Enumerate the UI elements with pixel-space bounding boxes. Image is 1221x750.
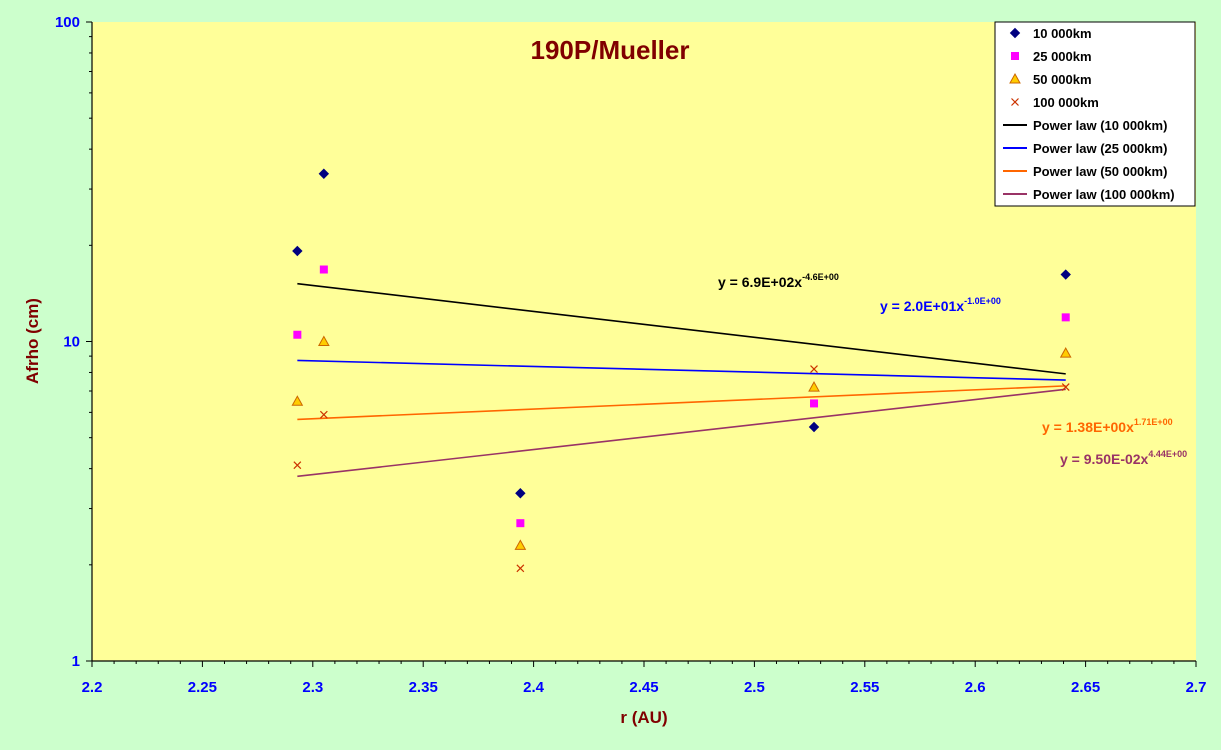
legend-label: 100 000km bbox=[1033, 95, 1099, 110]
equation-text: y = 1.38E+00x bbox=[1042, 419, 1134, 435]
data-point-triangle bbox=[808, 381, 820, 392]
power-law-lines bbox=[297, 282, 1066, 478]
power-law-line-2 bbox=[297, 359, 1066, 381]
equation-exponent: -1.0E+00 bbox=[964, 296, 1001, 306]
legend-label: Power law (50 000km) bbox=[1033, 164, 1167, 179]
x-tick-label: 2.65 bbox=[1071, 679, 1100, 696]
x-tick-label: 2.2 bbox=[82, 679, 103, 696]
data-point-triangle bbox=[317, 335, 330, 346]
data-point-x bbox=[810, 365, 818, 373]
equation-text: y = 9.50E-02x bbox=[1060, 451, 1149, 467]
data-point-diamond bbox=[292, 245, 303, 257]
data-point-triangle bbox=[1059, 347, 1072, 358]
x-tick-label: 2.25 bbox=[188, 679, 217, 696]
data-point-square bbox=[516, 519, 525, 528]
data-points bbox=[291, 168, 1072, 573]
data-point-square bbox=[1061, 313, 1070, 322]
data-point-triangle bbox=[514, 539, 527, 550]
legend-marker-triangle bbox=[1009, 72, 1021, 84]
legend-marker-square bbox=[1011, 52, 1019, 60]
data-point-diamond bbox=[808, 421, 820, 433]
legend-label: Power law (100 000km) bbox=[1033, 187, 1175, 202]
data-point-diamond bbox=[1060, 269, 1071, 280]
legend-marker-diamond bbox=[1009, 27, 1021, 39]
x-tick-label: 2.55 bbox=[850, 679, 879, 696]
data-point-diamond bbox=[318, 168, 330, 179]
equation-labels: y = 6.9E+02x-4.6E+00 y = 2.0E+01x-1.0E+00… bbox=[718, 272, 1187, 467]
x-tick-label: 2.4 bbox=[523, 679, 545, 696]
equation-label: y = 6.9E+02x-4.6E+00 bbox=[718, 272, 839, 290]
legend-label: 50 000km bbox=[1033, 72, 1092, 87]
chart-title: 190P/Mueller bbox=[531, 35, 690, 65]
power-law-line-1 bbox=[297, 282, 1066, 375]
data-point-square bbox=[293, 330, 302, 339]
y-axis-label: Afrho (cm) bbox=[23, 298, 42, 384]
x-axis-label: r (AU) bbox=[620, 708, 667, 727]
equation-exponent: -4.6E+00 bbox=[802, 272, 839, 282]
equation-label: y = 2.0E+01x-1.0E+00 bbox=[880, 296, 1001, 314]
legend-box bbox=[994, 21, 1196, 207]
equation-text: y = 2.0E+01x bbox=[880, 298, 964, 314]
legend-label: 10 000km bbox=[1033, 26, 1092, 41]
data-point-diamond bbox=[515, 488, 526, 499]
x-tick-label: 2.45 bbox=[629, 679, 658, 696]
x-tick-label: 2.7 bbox=[1186, 679, 1207, 696]
legend-label: 25 000km bbox=[1033, 49, 1092, 64]
x-tick-label: 2.35 bbox=[409, 679, 438, 696]
y-tick-label: 10 bbox=[63, 334, 80, 351]
data-point-x bbox=[293, 461, 302, 470]
y-tick-label: 100 bbox=[55, 14, 80, 31]
data-point-x bbox=[319, 410, 328, 419]
legend: 10 000km 25 000km 50 000km 100 000km Power l… bbox=[994, 21, 1196, 207]
data-point-triangle bbox=[291, 395, 304, 406]
x-tick-label: 2.3 bbox=[302, 679, 323, 696]
x-tick-label: 2.6 bbox=[965, 679, 986, 696]
legend-marker-x bbox=[1011, 98, 1019, 106]
equation-label: y = 9.50E-02x4.44E+00 bbox=[1060, 449, 1187, 467]
equation-text: y = 6.9E+02x bbox=[718, 274, 802, 290]
power-law-line-3 bbox=[297, 385, 1066, 421]
data-point-x bbox=[516, 564, 525, 573]
x-tick-label: 2.5 bbox=[744, 679, 765, 696]
y-tick-label: 1 bbox=[72, 653, 80, 670]
equation-label: y = 1.38E+00x1.71E+00 bbox=[1042, 417, 1173, 435]
equation-exponent: 4.44E+00 bbox=[1148, 449, 1187, 459]
data-point-square bbox=[319, 265, 328, 274]
data-point-x bbox=[1061, 383, 1070, 392]
power-law-line-4 bbox=[297, 388, 1066, 478]
axes: 2.2 2.25 2.3 2.35 2.4 2.45 2.5 2.55 2.6 2.65 2.7 1 1… bbox=[55, 14, 1206, 696]
legend-label: Power law (10 000km) bbox=[1033, 118, 1167, 133]
data-point-square bbox=[810, 399, 819, 408]
legend-label: Power law (25 000km) bbox=[1033, 141, 1167, 156]
equation-exponent: 1.71E+00 bbox=[1134, 417, 1173, 427]
